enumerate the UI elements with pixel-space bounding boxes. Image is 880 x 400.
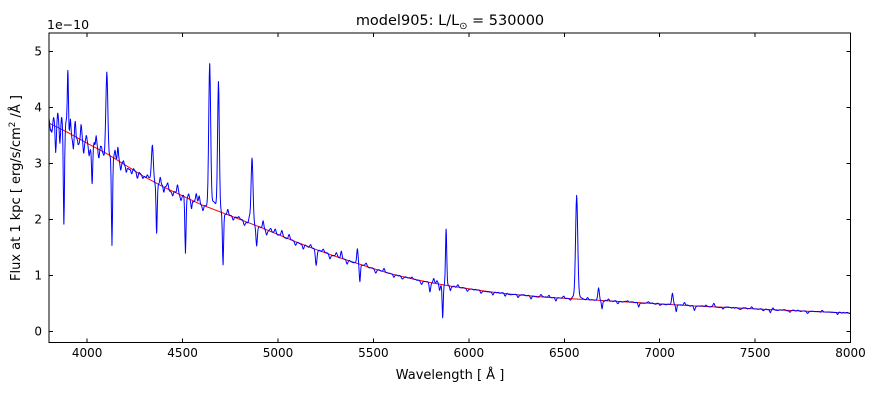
axis-ticks bbox=[49, 33, 851, 343]
x-tick-label: 4500 bbox=[167, 346, 198, 360]
y-tick-label: 0 bbox=[34, 324, 42, 338]
continuum-path bbox=[49, 122, 851, 314]
y-axis-label: Flux at 1 kpc [ erg/s/cm2 /Å ] bbox=[7, 95, 25, 281]
x-tick-label: 6500 bbox=[549, 346, 580, 360]
y-tick-label: 5 bbox=[34, 44, 42, 58]
plot-border bbox=[48, 32, 851, 343]
ylabel-superscript: 2 bbox=[7, 121, 18, 128]
x-tick-label: 5000 bbox=[263, 346, 294, 360]
y-tick-label: 3 bbox=[34, 156, 42, 170]
y-tick-label: 4 bbox=[34, 100, 42, 114]
y-axis-offset-text: 1e−10 bbox=[47, 17, 90, 32]
x-tick-label: 8000 bbox=[835, 346, 866, 360]
spectrum-path bbox=[49, 63, 851, 319]
x-tick-label: 7500 bbox=[740, 346, 771, 360]
x-tick-label: 7000 bbox=[644, 346, 675, 360]
y-tick-label: 2 bbox=[34, 212, 42, 226]
title-text: model905: L/L bbox=[355, 13, 460, 29]
x-tick-label: 4000 bbox=[72, 346, 103, 360]
axis-tick-labels: 4000 4500 5000 5500 6000 6500 7000 7500 8000 0 1 2 3… bbox=[34, 44, 865, 360]
plot-title: model905: L/L⊙ = 530000 bbox=[49, 13, 851, 32]
x-axis-label: Wavelength [ Å ] bbox=[395, 368, 505, 383]
title-suffix: = 530000 bbox=[467, 13, 545, 29]
x-tick-label: 6000 bbox=[454, 346, 485, 360]
y-tick-label: 1 bbox=[34, 268, 42, 282]
x-tick-label: 5500 bbox=[358, 346, 389, 360]
title-sun-subscript: ⊙ bbox=[459, 20, 468, 32]
